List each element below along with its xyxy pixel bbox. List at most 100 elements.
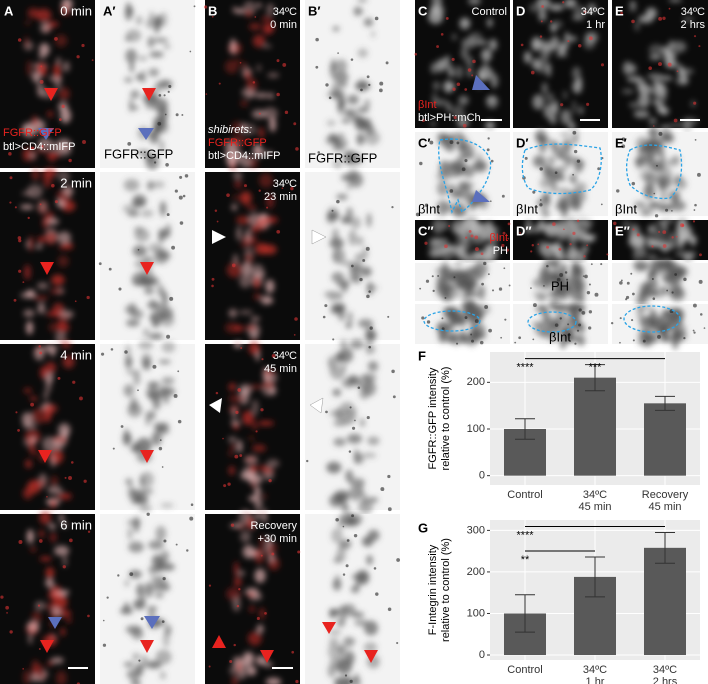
punctum	[693, 209, 696, 211]
signal	[330, 367, 346, 380]
punctum	[351, 514, 355, 518]
signal	[47, 21, 59, 28]
punctum	[350, 58, 354, 61]
puncta	[315, 16, 389, 154]
puncta	[514, 303, 593, 345]
punctum	[214, 209, 218, 212]
signal	[22, 487, 33, 500]
signal	[247, 473, 263, 485]
outline	[623, 305, 681, 333]
signal	[161, 291, 168, 306]
punctum	[203, 5, 208, 9]
driver-label: btl>PH::mCh	[418, 112, 481, 124]
signal	[21, 412, 34, 426]
arrowhead	[309, 397, 324, 414]
signal	[336, 547, 346, 563]
signal	[648, 126, 659, 139]
signal	[163, 44, 171, 49]
signal	[643, 163, 658, 171]
signal	[571, 322, 586, 332]
punctum	[632, 292, 635, 296]
punctum	[588, 310, 593, 314]
signal	[649, 259, 666, 267]
punctum	[594, 292, 599, 297]
signal	[138, 340, 154, 350]
signal	[127, 527, 133, 541]
punctum	[632, 228, 635, 231]
marker-label: FGFR::GFP	[308, 150, 377, 165]
signal	[485, 120, 495, 131]
punctum	[426, 320, 431, 324]
signal	[129, 98, 134, 113]
signal	[147, 381, 160, 388]
punctum	[68, 158, 72, 163]
signal	[245, 227, 251, 244]
punctum	[694, 203, 697, 207]
texture	[436, 131, 489, 218]
signal	[64, 10, 73, 15]
punctum	[260, 408, 264, 412]
marker-label: FGFR::GFP	[208, 137, 267, 149]
signal	[56, 138, 72, 152]
punctum	[38, 345, 42, 348]
signal	[139, 504, 152, 513]
punctum	[468, 229, 472, 233]
signal	[154, 18, 160, 34]
bar	[644, 403, 686, 476]
punctum	[325, 83, 329, 87]
punctum	[692, 303, 697, 308]
signal	[341, 118, 352, 124]
punctum	[30, 146, 35, 150]
punctum	[514, 341, 517, 344]
signal	[139, 474, 145, 489]
signal	[553, 303, 569, 310]
signal	[254, 485, 261, 498]
punctum	[662, 16, 666, 20]
puncta	[530, 263, 603, 297]
signal	[47, 660, 54, 666]
signal	[432, 81, 441, 91]
signal	[458, 95, 469, 106]
signal	[438, 66, 443, 75]
signal	[239, 242, 254, 248]
signal	[153, 251, 169, 264]
punctum	[424, 241, 428, 245]
time-label: 0 min	[60, 3, 92, 18]
arrowhead	[212, 230, 226, 244]
signal	[129, 397, 138, 411]
punctum	[46, 495, 48, 498]
punctum	[76, 55, 80, 59]
signal	[432, 218, 445, 234]
signal	[231, 675, 239, 684]
punctum	[208, 584, 212, 587]
signal	[226, 262, 243, 278]
signal	[490, 73, 499, 89]
texture	[633, 256, 688, 306]
punctum	[606, 253, 609, 256]
puncta	[414, 16, 476, 128]
error-bar	[515, 594, 535, 633]
arrowhead	[40, 262, 54, 275]
punctum	[40, 65, 43, 68]
signal	[335, 59, 348, 74]
stain-label: βInt	[489, 232, 508, 244]
signal	[344, 108, 356, 118]
signal	[39, 556, 52, 562]
time-label: 6 min	[60, 517, 92, 532]
signal	[346, 151, 363, 166]
signal	[438, 243, 452, 253]
punctum	[698, 279, 703, 284]
punctum	[583, 10, 587, 14]
puncta	[215, 347, 276, 488]
signal	[39, 43, 50, 56]
punctum	[586, 244, 589, 247]
signal	[569, 268, 584, 284]
punctum	[588, 36, 593, 41]
punctum	[572, 173, 575, 176]
signal	[42, 436, 56, 452]
signal	[157, 284, 165, 297]
micrograph	[100, 0, 195, 168]
signal	[47, 486, 63, 494]
punctum	[317, 151, 321, 154]
punctum	[632, 339, 635, 342]
